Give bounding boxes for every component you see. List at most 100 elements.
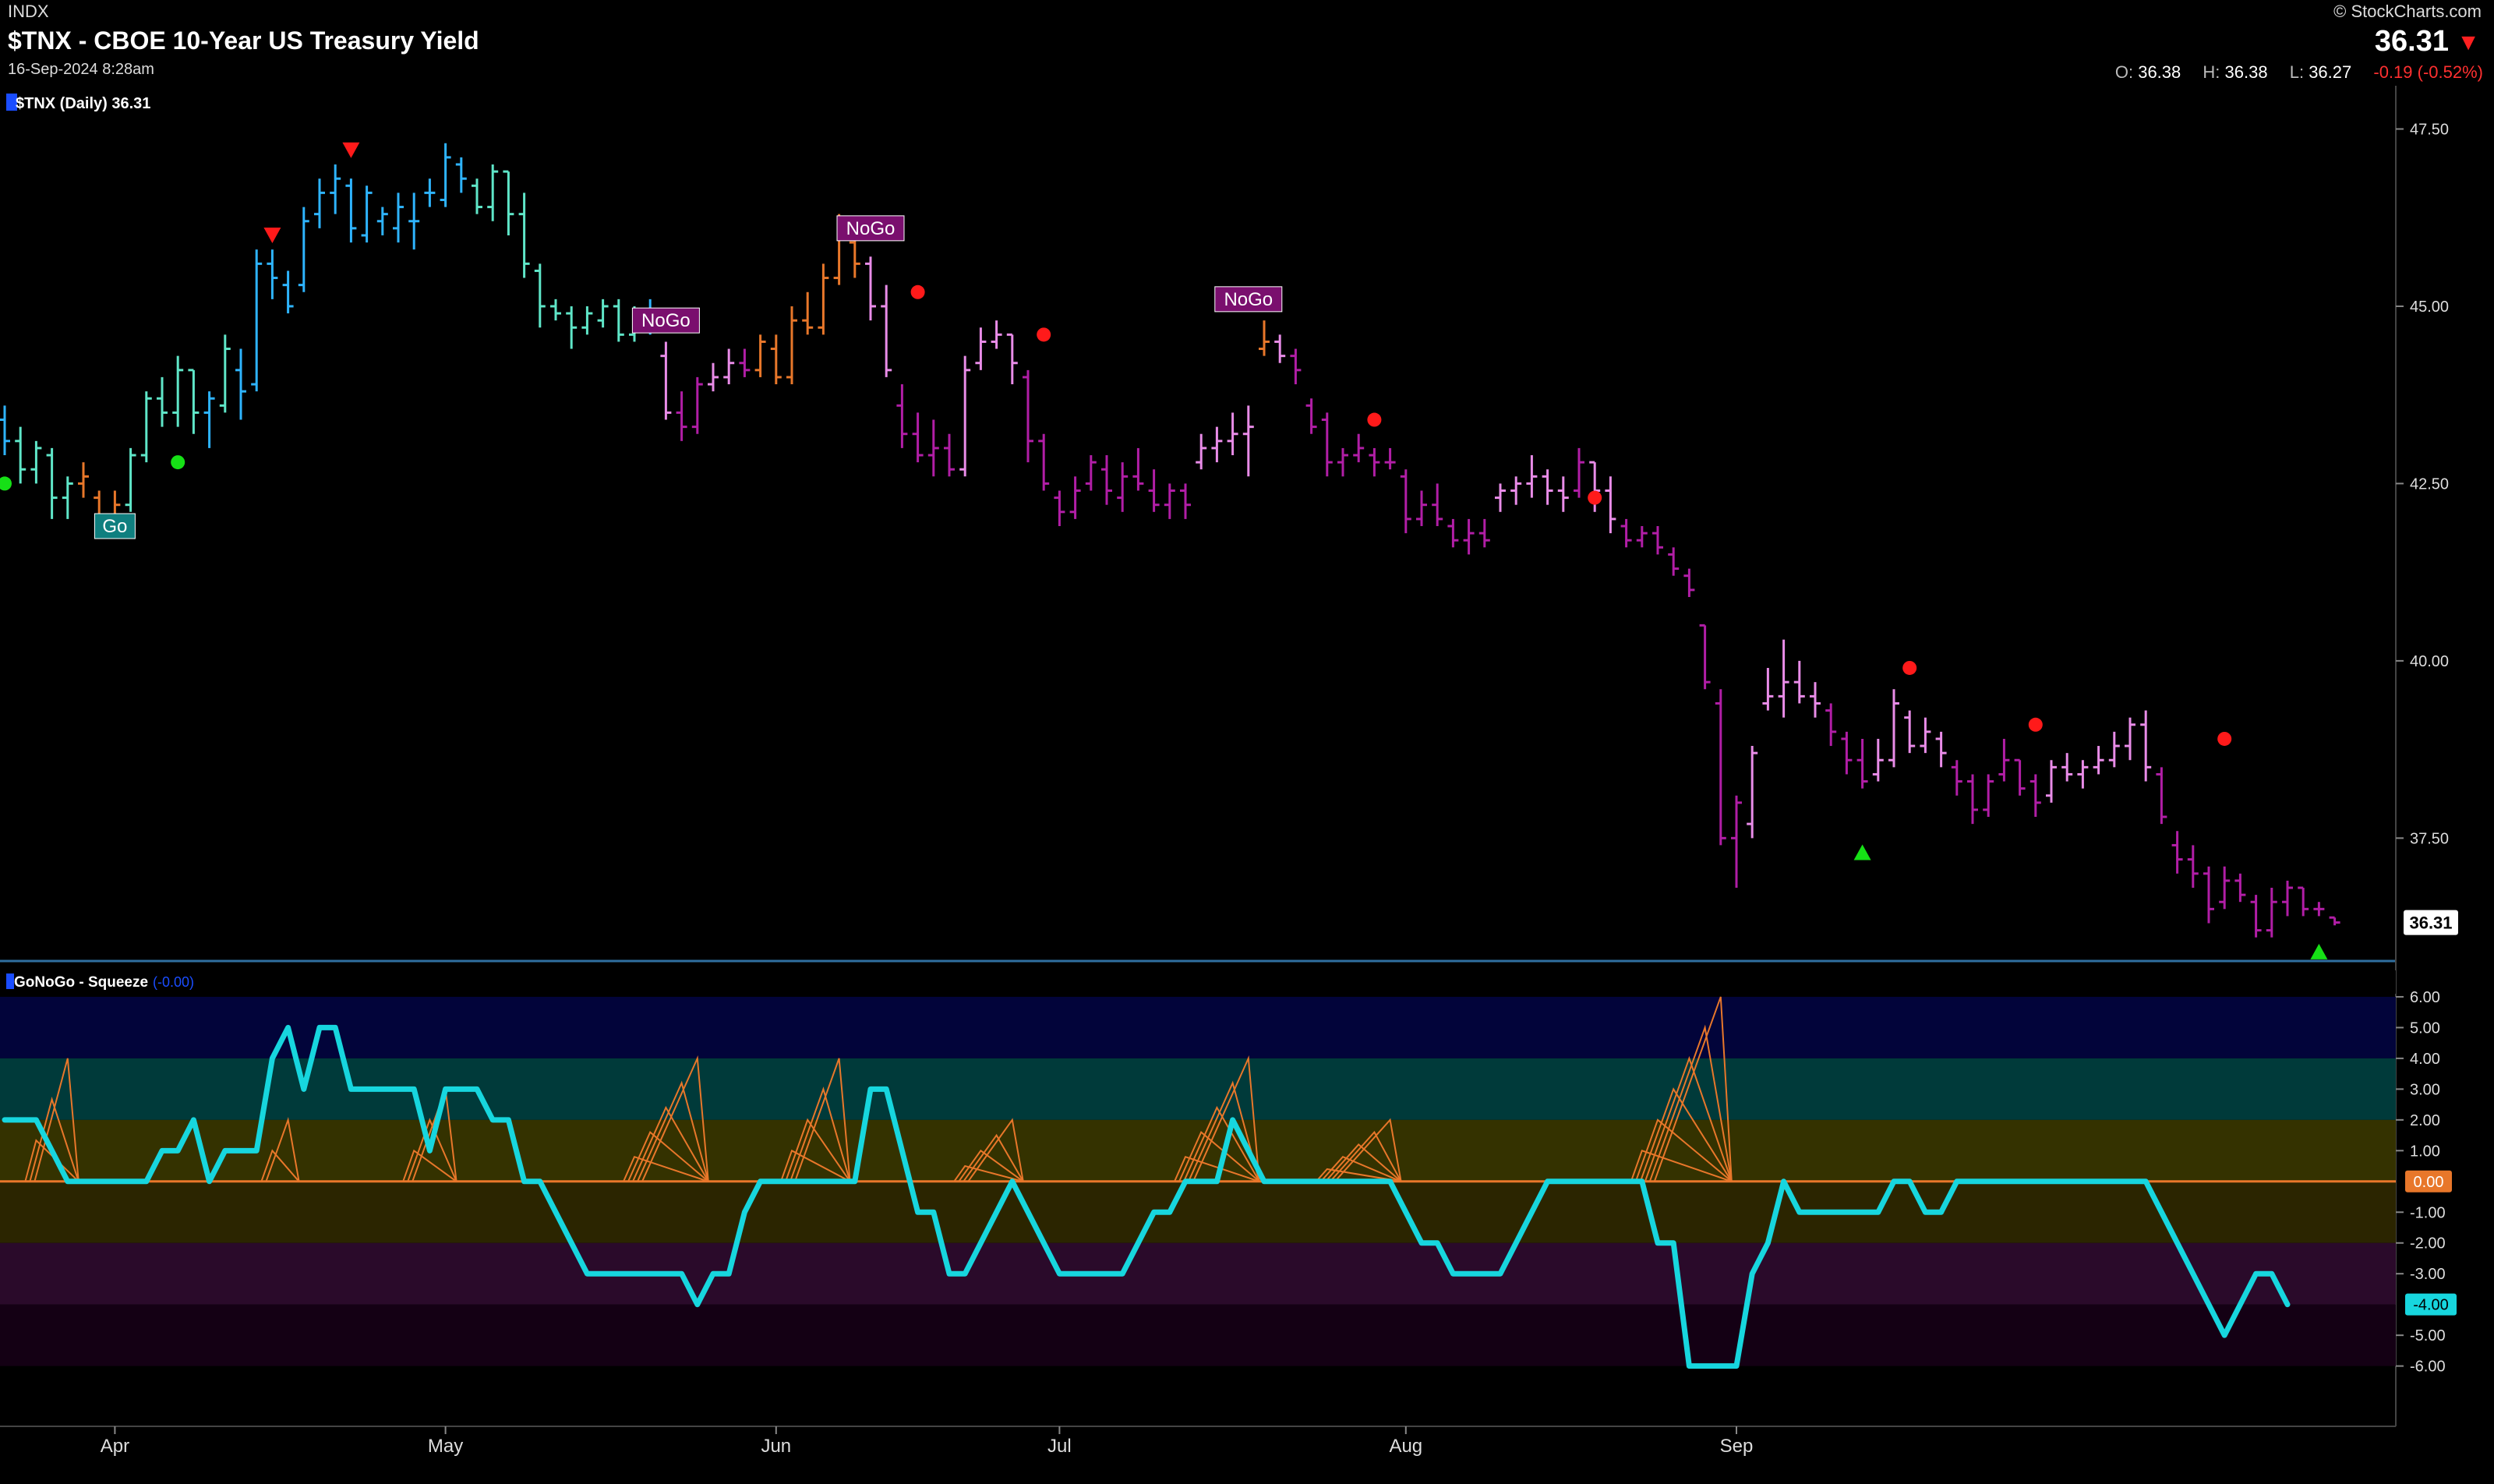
price-bar bbox=[1699, 624, 1711, 690]
high-label: H: bbox=[2203, 62, 2220, 82]
price-bar bbox=[660, 341, 672, 420]
price-bar bbox=[1793, 660, 1805, 704]
price-bar bbox=[408, 193, 420, 250]
price-bar bbox=[550, 299, 561, 321]
price-bar bbox=[597, 299, 609, 328]
price-bar bbox=[566, 306, 578, 349]
oscillator-legend-swatch bbox=[6, 973, 14, 989]
x-tick-label: Aug bbox=[1389, 1436, 1422, 1457]
chart-datetime: 16-Sep-2024 8:28am bbox=[8, 61, 154, 78]
price-bar bbox=[251, 249, 263, 392]
open-label: O: bbox=[2114, 62, 2134, 82]
price-bar bbox=[472, 178, 482, 214]
price-bar bbox=[440, 143, 451, 207]
price-bar bbox=[1747, 746, 1758, 839]
price-bar bbox=[2187, 845, 2199, 889]
price-bar bbox=[2014, 758, 2026, 796]
chart-canvas[interactable]: 37.50 40.00 42.50 45.00 47.50 $TNX (Daily) 36… bbox=[0, 86, 2494, 1484]
price-bar bbox=[1290, 348, 1302, 385]
price-bar bbox=[1305, 398, 1317, 434]
signal-dot bbox=[171, 455, 185, 470]
squeeze-climb bbox=[953, 1118, 1024, 1182]
price-bar bbox=[2171, 831, 2183, 874]
x-tick-label: Jun bbox=[761, 1436, 791, 1457]
price-bar bbox=[314, 178, 325, 228]
price-bar bbox=[1810, 682, 1821, 718]
price-bar bbox=[1463, 518, 1475, 555]
price-bar bbox=[1054, 490, 1065, 526]
price-bar bbox=[46, 447, 58, 519]
price-bar bbox=[1259, 320, 1270, 356]
x-tick-label: May bbox=[428, 1436, 463, 1457]
price-bar bbox=[991, 320, 1002, 349]
price-bar bbox=[2250, 895, 2262, 938]
squeeze-climb bbox=[1316, 1118, 1402, 1182]
price-bar bbox=[1242, 405, 1254, 477]
price-bar bbox=[140, 391, 152, 463]
price-bar bbox=[818, 263, 829, 335]
oscillator-zero-tag bbox=[2405, 1170, 2452, 1192]
signal-dot bbox=[1588, 490, 1602, 505]
price-bar bbox=[975, 327, 987, 370]
oscillator-band bbox=[0, 1181, 2396, 1243]
price-bar bbox=[2329, 916, 2340, 926]
go-label bbox=[94, 513, 136, 539]
price-bar bbox=[1715, 689, 1726, 846]
price-bar bbox=[912, 412, 924, 463]
oscillator-last-tag bbox=[2405, 1293, 2457, 1316]
price-bar bbox=[1101, 455, 1112, 505]
price-bar bbox=[1180, 483, 1191, 519]
price-bar bbox=[1668, 547, 1680, 576]
price-bar bbox=[1337, 447, 1348, 477]
price-bar bbox=[30, 440, 42, 484]
price-bar bbox=[1841, 731, 1853, 775]
price-bar bbox=[896, 384, 908, 448]
change-value: -0.19 (-0.52%) bbox=[2373, 62, 2483, 82]
price-bar bbox=[927, 419, 939, 477]
x-tick-label: Apr bbox=[101, 1436, 129, 1457]
price-bar bbox=[1574, 447, 1584, 498]
nogo-label bbox=[1214, 286, 1283, 313]
price-bar bbox=[1132, 447, 1144, 491]
price-bar bbox=[2266, 888, 2277, 938]
signal-dot bbox=[2028, 717, 2043, 732]
squeeze-climb bbox=[1174, 1055, 1260, 1182]
price-bar bbox=[1400, 469, 1411, 534]
price-bar bbox=[1211, 426, 1223, 463]
oscillator-band bbox=[0, 1242, 2396, 1305]
price-bar bbox=[15, 426, 26, 484]
price-bar bbox=[2046, 760, 2057, 803]
chart-header: INDX $TNX - CBOE 10-Year US Treasury Yie… bbox=[0, 0, 2494, 86]
price-bar bbox=[786, 306, 797, 385]
price-bar bbox=[1731, 795, 1742, 889]
price-bar bbox=[2093, 746, 2104, 775]
brand-label[interactable]: © StockCharts.com bbox=[2333, 2, 2482, 21]
price-bar bbox=[78, 462, 89, 498]
signal-triangle-down bbox=[342, 142, 360, 158]
price-bar bbox=[1825, 703, 1837, 747]
price-bar bbox=[2298, 886, 2309, 917]
x-tick-label: Jul bbox=[1047, 1436, 1072, 1457]
oscillator-zero-tag-text: 0.00 bbox=[2414, 1174, 2444, 1191]
price-bar bbox=[770, 334, 782, 385]
oscillator-y-tick-label: -3.00 bbox=[2410, 1266, 2446, 1283]
oscillator-line bbox=[2, 1024, 2291, 1369]
price-bar bbox=[1652, 526, 1663, 555]
oscillator-legend-value: (-0.00) bbox=[153, 974, 194, 990]
price-bar bbox=[2219, 866, 2231, 910]
price-bar bbox=[2077, 760, 2089, 789]
price-y-tick-label: 47.50 bbox=[2410, 121, 2449, 138]
price-bar bbox=[2029, 774, 2041, 818]
oscillator-legend-bg bbox=[0, 970, 2396, 994]
price-bar bbox=[1856, 738, 1868, 789]
price-bar bbox=[1636, 526, 1648, 548]
price-bar bbox=[2061, 753, 2073, 782]
price-bar bbox=[534, 263, 546, 328]
price-bar bbox=[0, 405, 10, 456]
price-bar bbox=[1557, 476, 1569, 512]
squeeze-climb bbox=[1630, 996, 1733, 1182]
price-bar bbox=[376, 207, 388, 235]
price-bar bbox=[1762, 667, 1774, 711]
price-bar bbox=[1951, 760, 1962, 796]
go-label-text: Go bbox=[102, 516, 127, 537]
